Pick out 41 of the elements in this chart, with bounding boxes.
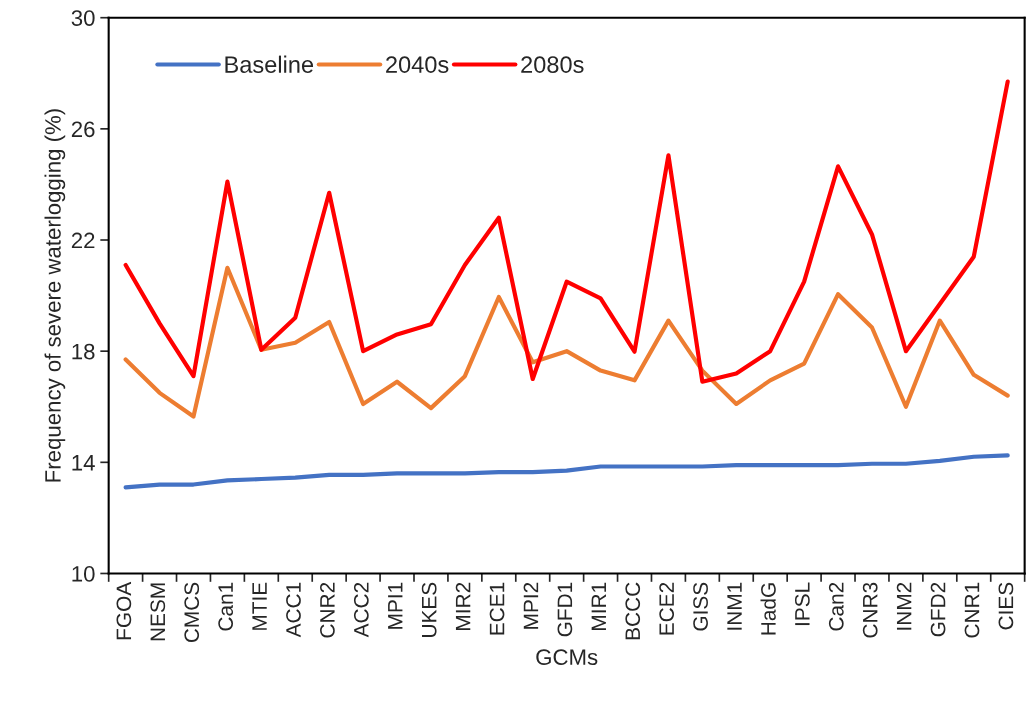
x-tick-label: CNR2 [320, 582, 335, 638]
x-tick-label: CNR1 [964, 582, 980, 638]
x-tick-label: CIES [998, 582, 1014, 630]
x-tick-label: MTIE [252, 582, 267, 630]
x-tick-label: UKES [421, 582, 437, 637]
x-tick-label: Can2 [828, 582, 844, 631]
y-tick-label: 18 [72, 343, 95, 360]
x-tick-label: INM1 [727, 582, 742, 630]
legend-label: Baseline [225, 55, 314, 73]
y-tick-label: 30 [71, 10, 95, 26]
legend-label: 2040s [386, 56, 449, 73]
x-tick-label: GISS [693, 582, 708, 631]
y-tick-label: 14 [72, 455, 95, 471]
x-tick-label: CMCS [184, 582, 200, 643]
x-tick-label: MIR2 [455, 582, 471, 630]
y-tick-label: 10 [72, 566, 95, 582]
x-tick-label: BCCC [625, 582, 641, 640]
y-tick-label: 22 [71, 232, 95, 249]
x-tick-label: ACC2 [353, 582, 369, 638]
x-tick-label: INM2 [896, 582, 912, 630]
line-series [123, 265, 1010, 419]
x-tick-label: CNR3 [862, 582, 878, 638]
x-tick-label: ECE2 [659, 582, 675, 635]
x-tick-label: IPSL [794, 582, 810, 626]
x-tick-label: Can1 [218, 582, 233, 631]
x-tick-label: GFD1 [557, 582, 573, 637]
x-tick-label: MPI2 [523, 582, 539, 629]
y-axis-title: Frequency of severe waterlogging (%) [44, 109, 66, 482]
x-tick-label: ACC1 [286, 582, 301, 638]
x-axis-title: GCMs [536, 649, 598, 666]
legend-label: 2080s [521, 56, 584, 73]
x-tick-label: MPI1 [388, 582, 403, 629]
line-series [123, 79, 1010, 384]
x-tick-label: HadG [760, 583, 776, 635]
y-tick-label: 26 [71, 121, 95, 138]
x-tick-label: MIR1 [591, 582, 606, 630]
x-tick-label: GFD2 [930, 582, 946, 637]
x-tick-label: NESM [150, 583, 166, 641]
x-tick-label: ECE1 [489, 582, 505, 635]
line-series [123, 453, 1010, 490]
x-tick-label: FGOA [116, 581, 132, 640]
